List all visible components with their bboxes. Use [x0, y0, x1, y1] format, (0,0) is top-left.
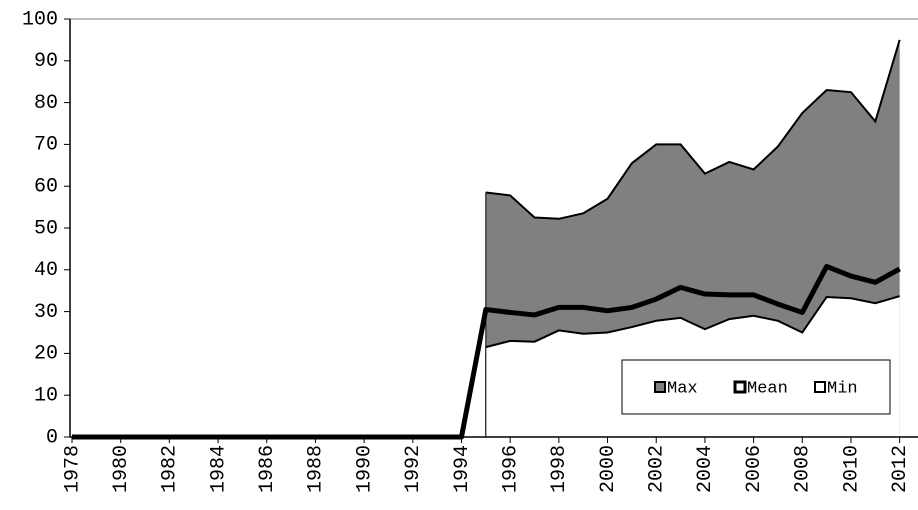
x-tick-label: 1994 — [451, 445, 474, 493]
x-tick-label: 1984 — [207, 445, 230, 493]
y-tick-label: 20 — [34, 343, 58, 366]
y-tick-label: 80 — [34, 92, 58, 115]
legend-label: Max — [667, 379, 698, 398]
x-tick-label: 2002 — [646, 445, 669, 493]
legend-swatch — [814, 381, 826, 393]
y-tick-label: 40 — [34, 259, 58, 282]
y-tick-label: 50 — [34, 217, 58, 240]
x-tick-label: 1998 — [548, 445, 571, 493]
y-tick-label: 70 — [34, 134, 58, 157]
x-tick-label: 2008 — [792, 445, 815, 493]
area-outline — [485, 295, 900, 349]
y-tick-label: 100 — [22, 8, 58, 31]
x-tick-label: 2010 — [840, 445, 863, 493]
y-tick-label: 30 — [34, 301, 58, 324]
y-tick-label: 90 — [34, 50, 58, 73]
x-tick-label: 1992 — [402, 445, 425, 493]
y-tick-label: 0 — [46, 426, 58, 449]
x-tick-label: 1988 — [305, 445, 328, 493]
x-tick-label: 1996 — [499, 445, 522, 493]
legend-box — [621, 359, 891, 415]
y-tick-label: 10 — [34, 384, 58, 407]
y-tick-label: 60 — [34, 175, 58, 198]
x-tick-label: 1990 — [353, 445, 376, 493]
x-tick-label: 2012 — [889, 445, 912, 493]
x-tick-label: 1980 — [110, 445, 133, 493]
legend-label: Mean — [747, 379, 788, 398]
area-outline — [485, 39, 901, 220]
legend-swatch — [654, 381, 666, 393]
x-tick-label: 1986 — [256, 445, 279, 493]
x-tick-label: 2000 — [597, 445, 620, 493]
legend-label: Min — [827, 379, 858, 398]
x-tick-label: 1982 — [159, 445, 182, 493]
legend-swatch — [733, 380, 747, 394]
x-tick-label: 2004 — [694, 445, 717, 493]
x-tick-label: 2006 — [743, 445, 766, 493]
x-tick-label: 1978 — [61, 445, 84, 493]
